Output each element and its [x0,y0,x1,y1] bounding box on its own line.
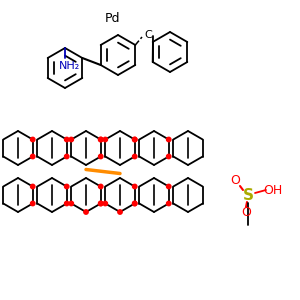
Circle shape [98,184,103,189]
Circle shape [133,201,137,206]
Circle shape [31,201,35,206]
Circle shape [98,137,103,142]
Circle shape [167,201,171,206]
Circle shape [64,184,69,189]
Circle shape [133,184,137,189]
Circle shape [98,201,103,206]
Circle shape [84,210,88,214]
Circle shape [98,154,103,159]
Circle shape [167,137,171,142]
Circle shape [133,154,137,159]
Circle shape [31,184,35,189]
Circle shape [69,137,74,142]
Text: O: O [230,175,240,188]
Text: O: O [241,206,251,220]
Circle shape [31,137,35,142]
Circle shape [103,137,107,142]
Circle shape [31,154,35,159]
Circle shape [64,137,69,142]
Circle shape [133,137,137,142]
Text: C: C [144,30,152,40]
Circle shape [64,201,69,206]
Circle shape [64,154,69,159]
Text: Pd: Pd [105,11,121,25]
Circle shape [167,154,171,159]
Text: NH₂: NH₂ [58,61,80,71]
Circle shape [69,201,74,206]
Circle shape [118,210,122,214]
Circle shape [98,201,103,206]
Circle shape [167,184,171,189]
Text: S: S [242,188,253,202]
Circle shape [133,137,137,142]
Circle shape [103,201,107,206]
Circle shape [98,137,103,142]
Text: OH: OH [263,184,283,196]
Circle shape [133,201,137,206]
